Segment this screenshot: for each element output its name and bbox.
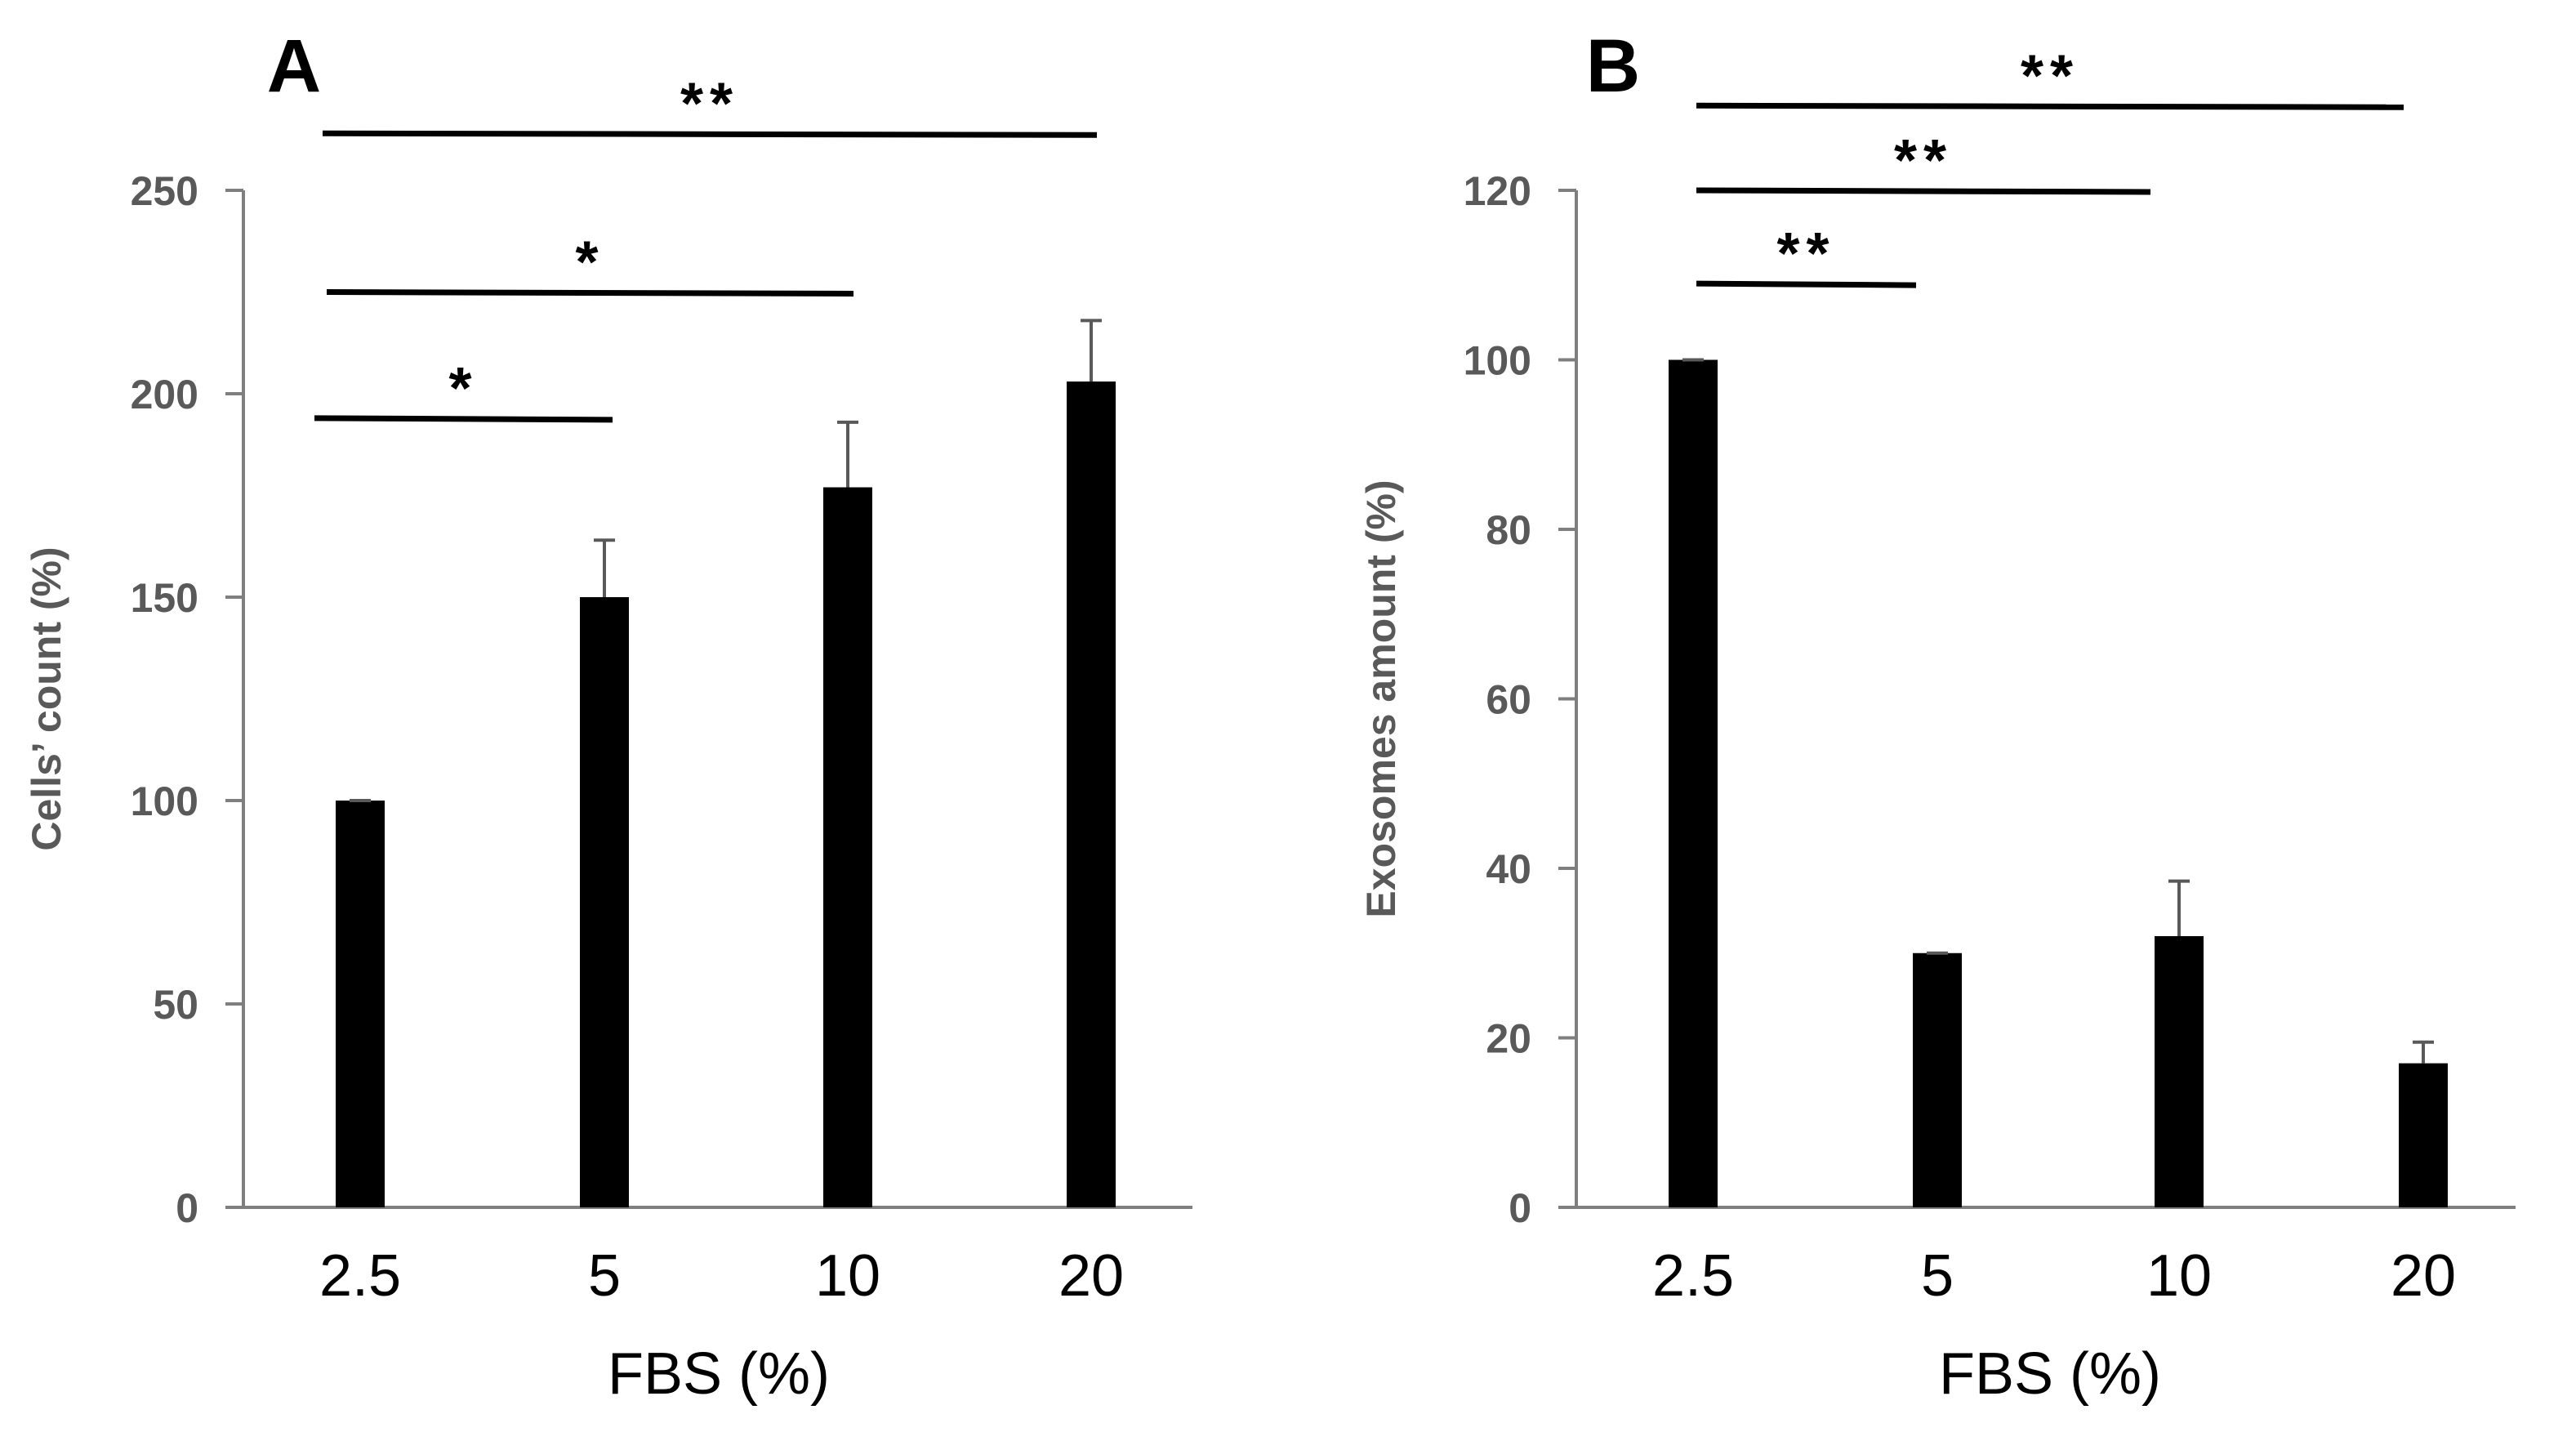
significance-label: ** [1894, 128, 1953, 194]
bar-2.5 [336, 801, 385, 1207]
panel-b-chart: B 0 20 40 60 80 100 120 Exosomes amount (%) 2.5 5 1… [1358, 25, 2516, 1407]
x-tick-label: 2.5 [1652, 1243, 1734, 1309]
bar-20 [1067, 381, 1116, 1207]
y-axis-title: Exosomes amount (%) [1358, 480, 1404, 917]
bar-10 [2155, 936, 2204, 1207]
x-tick-label: 5 [588, 1243, 621, 1309]
y-tick-label: 250 [131, 168, 198, 214]
bar-20 [2399, 1063, 2448, 1207]
y-tick-label: 80 [1486, 507, 1531, 553]
panel-b-label: B [1586, 25, 1640, 108]
y-tick-label: 200 [131, 372, 198, 417]
bar-5 [1913, 952, 1962, 1207]
y-tick-label: 50 [153, 982, 198, 1028]
significance-line [326, 289, 854, 297]
x-tick-label: 5 [1921, 1243, 1954, 1309]
bar-2.5 [1669, 359, 1718, 1207]
significance-line [314, 415, 613, 423]
y-tick-label: 20 [1486, 1016, 1531, 1062]
x-tick-label: 2.5 [319, 1243, 401, 1309]
bar-5 [580, 597, 629, 1207]
panel-a-chart: A 0 50 100 150 200 250 Cells’ count (%) 2.5 5 10 20… [24, 25, 1192, 1407]
y-tick-label: 40 [1486, 846, 1531, 892]
y-tick-label: 60 [1486, 677, 1531, 723]
significance-line [322, 130, 1098, 138]
significance-label: ** [680, 71, 739, 136]
x-tick-label: 10 [815, 1243, 880, 1309]
y-tick-label: 100 [1464, 338, 1531, 384]
x-tick-label: 10 [2146, 1243, 2212, 1309]
x-tick-label: 20 [2391, 1243, 2456, 1309]
significance-label: ** [2021, 43, 2079, 109]
y-tick-label: 120 [1464, 168, 1531, 214]
significance-label: ** [1776, 221, 1835, 287]
significance-line [1696, 187, 2151, 195]
significance-label: * [448, 356, 478, 422]
bar-10 [823, 487, 872, 1207]
x-axis-title: FBS (%) [608, 1341, 830, 1407]
panel-a-label: A [267, 25, 321, 108]
y-tick-label: 100 [131, 778, 198, 824]
y-axis-title: Cells’ count (%) [24, 546, 69, 850]
y-tick-label: 0 [1509, 1185, 1531, 1231]
significance-label: * [575, 230, 604, 296]
y-tick-label: 150 [131, 575, 198, 621]
x-tick-label: 20 [1058, 1243, 1124, 1309]
significance-line [1696, 102, 2404, 110]
y-tick-label: 0 [176, 1185, 198, 1231]
significance-line [1696, 280, 1917, 288]
x-axis-title: FBS (%) [1939, 1341, 2161, 1407]
